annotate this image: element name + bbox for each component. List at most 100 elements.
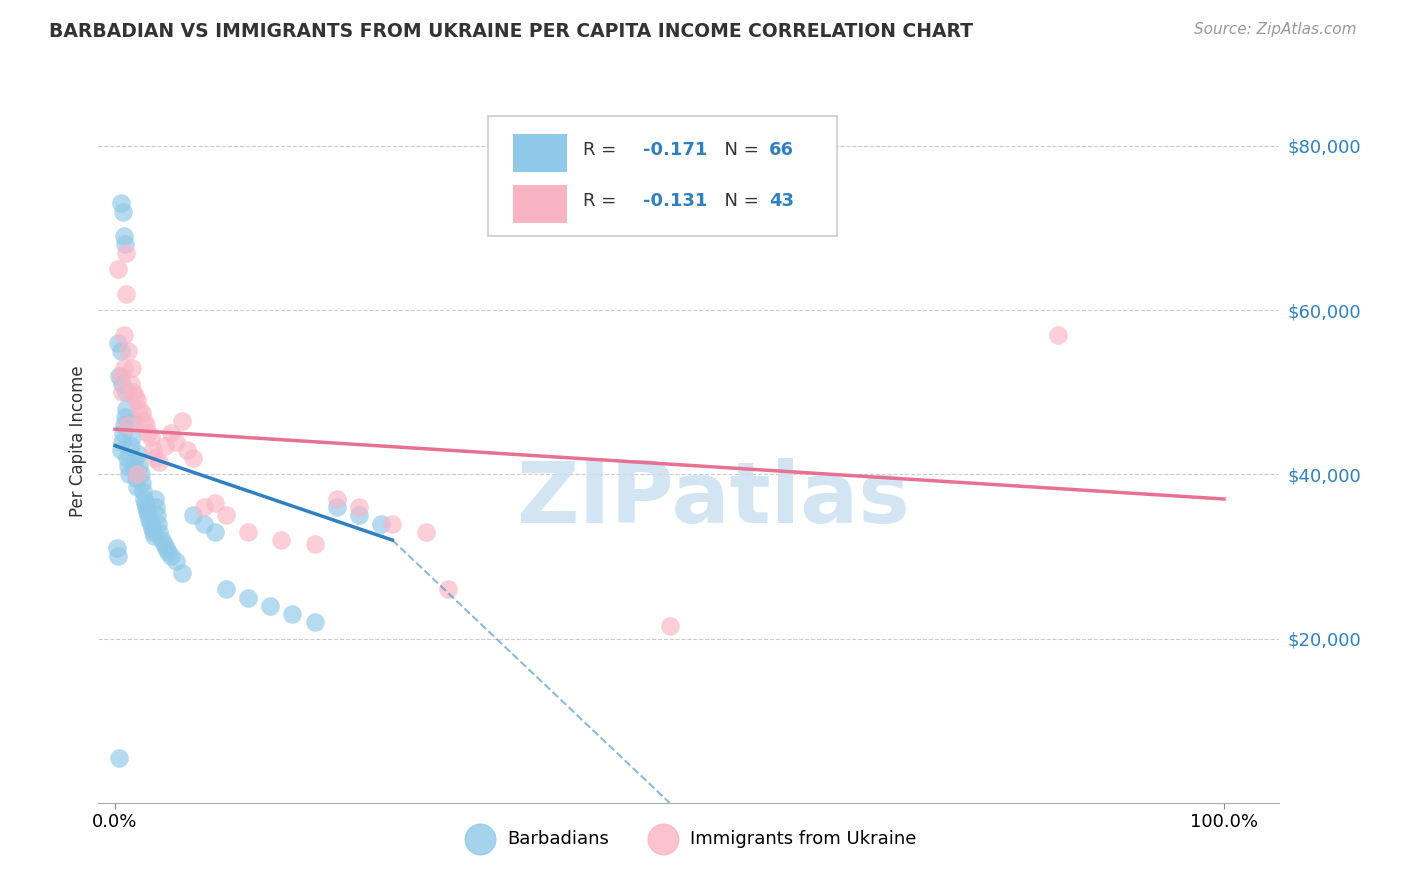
Point [117,418,139,433]
Point [110,442,132,457]
Point [117,450,139,465]
Point [136,508,159,523]
Point [370,516,392,531]
Point [127,480,149,494]
Point [127,467,149,482]
Text: N =: N = [713,192,763,210]
Point [110,368,132,383]
Point [115,245,138,260]
Point [124,389,146,403]
Point [132,483,155,498]
Point [326,500,349,515]
Point [159,426,181,441]
Point [142,529,165,543]
Point [111,377,134,392]
Point [153,439,176,453]
Point [132,491,155,506]
Point [111,385,134,400]
Point [132,414,155,428]
Point [108,750,131,764]
Point [142,524,165,539]
Point [1046,327,1069,342]
Point [131,406,153,420]
Point [204,496,226,510]
Point [304,615,326,630]
Point [121,414,143,428]
Point [181,508,204,523]
Point [139,516,162,531]
Point [135,500,157,515]
Point [134,496,156,510]
Point [193,500,215,515]
Point [155,541,177,556]
Point [165,553,187,567]
Point [112,327,135,342]
Text: -0.131: -0.131 [643,192,707,210]
Point [143,450,166,465]
Point [347,500,370,515]
Point [114,237,136,252]
Point [415,524,437,539]
Point [259,599,281,613]
Point [141,521,163,535]
Point [148,455,170,469]
Point [436,582,458,597]
Point [304,537,326,551]
Point [128,401,150,416]
Point [110,196,132,211]
Point [139,430,162,444]
Text: R =: R = [582,192,621,210]
Point [153,537,176,551]
Point [118,467,141,482]
Point [112,418,135,433]
Point [143,491,166,506]
Point [215,582,238,597]
Point [215,508,238,523]
Point [181,450,204,465]
Text: 43: 43 [769,192,794,210]
Text: ZIPatlas: ZIPatlas [516,458,910,541]
Point [204,524,226,539]
Point [121,360,143,375]
Point [111,426,134,441]
Point [170,566,193,580]
Point [136,426,159,441]
Point [112,229,135,244]
FancyBboxPatch shape [488,117,837,235]
Point [150,533,173,547]
Point [121,385,143,400]
Point [107,549,129,564]
Point [127,447,149,461]
Point [145,500,167,515]
Point [138,512,160,526]
Point [381,516,404,531]
Point [114,409,136,424]
Text: BARBADIAN VS IMMIGRANTS FROM UKRAINE PER CAPITA INCOME CORRELATION CHART: BARBADIAN VS IMMIGRANTS FROM UKRAINE PER… [49,22,973,41]
Point [112,360,135,375]
Point [135,418,157,433]
Point [105,541,128,556]
Point [136,504,159,518]
Point [117,459,139,474]
Text: N =: N = [713,141,763,160]
Text: -0.171: -0.171 [643,141,707,160]
Point [122,455,145,469]
Point [125,471,148,485]
Point [157,545,180,559]
Legend: Barbadians, Immigrants from Ukraine: Barbadians, Immigrants from Ukraine [461,830,917,848]
Point [107,262,129,277]
Point [128,459,150,474]
Point [111,204,134,219]
Point [117,344,139,359]
Point [658,619,681,633]
Point [146,508,169,523]
Point [236,591,259,605]
Point [148,516,170,531]
Point [115,401,138,416]
Point [115,286,138,301]
Point [107,336,129,351]
Point [142,442,165,457]
Point [165,434,187,449]
Point [148,524,170,539]
FancyBboxPatch shape [513,185,567,223]
